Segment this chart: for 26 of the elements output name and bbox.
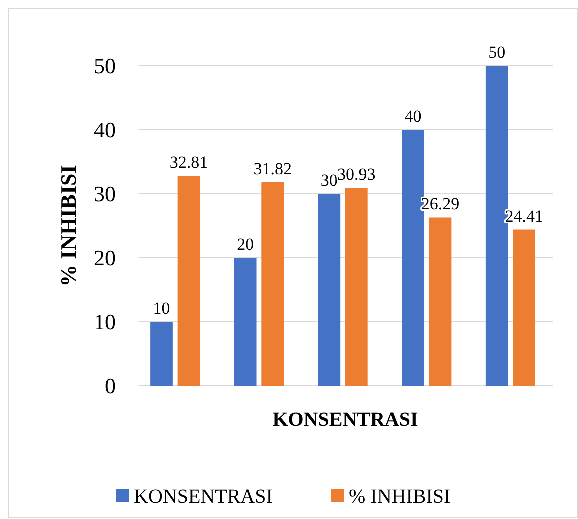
y-tick-label: 0	[105, 374, 116, 399]
bar	[346, 188, 368, 386]
legend-label: KONSENTRASI	[134, 486, 273, 508]
data-label: 30.93	[338, 165, 376, 184]
y-tick-label: 30	[94, 182, 116, 207]
x-axis-title: KONSENTRASI	[272, 409, 419, 431]
legend-label: % INHIBISI	[349, 486, 451, 508]
y-tick-label: 20	[94, 246, 116, 271]
y-tick-label: 40	[94, 118, 116, 143]
data-label: 32.81	[170, 153, 208, 172]
bar	[429, 218, 452, 386]
bar	[150, 322, 173, 386]
data-label: 20	[237, 235, 254, 254]
bar	[234, 258, 257, 386]
y-tick-label: 50	[94, 54, 116, 79]
y-axis-title: % INHIBISI	[56, 165, 81, 287]
data-label: 31.82	[254, 159, 292, 178]
data-label: 10	[153, 299, 170, 318]
bar	[262, 182, 284, 386]
data-label: 50	[488, 43, 506, 62]
bar	[178, 176, 200, 386]
bar	[318, 194, 341, 386]
y-tick-label: 10	[94, 310, 116, 335]
bar	[513, 230, 536, 386]
data-label: 40	[404, 107, 422, 126]
data-label: 30	[320, 171, 338, 190]
